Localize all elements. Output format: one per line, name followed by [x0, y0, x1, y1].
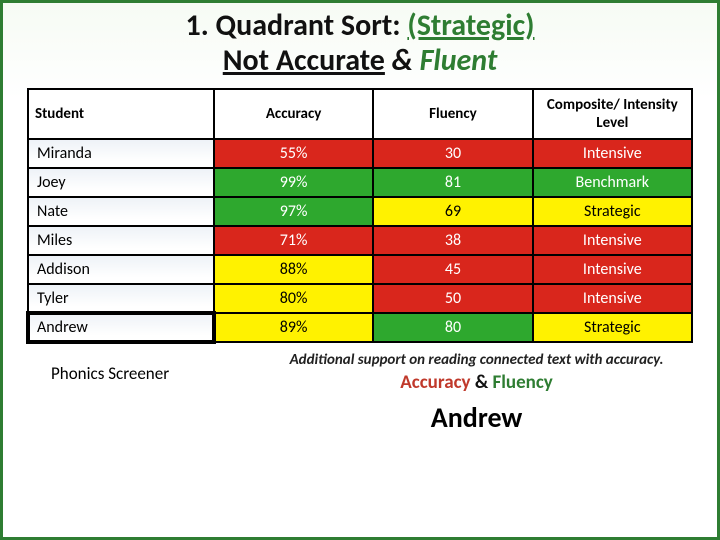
table-row: Nate97%69Strategic — [28, 197, 692, 226]
table-row: Miranda55%30Intensive — [28, 139, 692, 168]
andrew-label: Andrew — [260, 400, 693, 435]
accuracy-cell: 88% — [214, 255, 373, 284]
title-fluent: Fluent — [420, 42, 498, 79]
fluency-cell: 45 — [373, 255, 532, 284]
table-row: Joey99%81Benchmark — [28, 168, 692, 197]
student-name-cell: Miranda — [28, 139, 214, 168]
title-amp: & — [385, 42, 420, 79]
title-strategic: (Strategic) — [407, 7, 534, 44]
data-table-wrap: Student Accuracy Fluency Composite/ Inte… — [27, 88, 693, 343]
level-cell: Intensive — [533, 284, 692, 313]
level-cell: Benchmark — [533, 168, 692, 197]
student-name-cell: Addison — [28, 255, 214, 284]
student-name-cell: Andrew — [28, 313, 214, 342]
footer-right: Additional support on reading connected … — [260, 351, 693, 435]
fluency-cell: 69 — [373, 197, 532, 226]
table-row: Andrew89%80Strategic — [28, 313, 692, 342]
table-row: Tyler80%50Intensive — [28, 284, 692, 313]
col-accuracy: Accuracy — [214, 89, 373, 139]
accuracy-fluency-line: Accuracy & Fluency — [260, 371, 693, 394]
col-composite: Composite/ Intensity Level — [533, 89, 692, 139]
fluency-cell: 50 — [373, 284, 532, 313]
table-header-row: Student Accuracy Fluency Composite/ Inte… — [28, 89, 692, 139]
fluency-word: Fluency — [493, 371, 553, 394]
student-name-cell: Nate — [28, 197, 214, 226]
student-name-cell: Tyler — [28, 284, 214, 313]
col-fluency: Fluency — [373, 89, 532, 139]
accuracy-word: Accuracy — [400, 371, 470, 394]
fluency-cell: 80 — [373, 313, 532, 342]
accuracy-cell: 99% — [214, 168, 373, 197]
student-name-cell: Joey — [28, 168, 214, 197]
phonics-screener-label: Phonics Screener — [27, 351, 260, 384]
col-student: Student — [28, 89, 214, 139]
title-not-accurate: Not Accurate — [223, 42, 385, 79]
additional-support-note: Additional support on reading connected … — [260, 351, 693, 369]
footer: Phonics Screener Additional support on r… — [27, 351, 693, 435]
amp-word: & — [471, 371, 493, 394]
accuracy-cell: 97% — [214, 197, 373, 226]
table-row: Miles71%38Intensive — [28, 226, 692, 255]
fluency-cell: 30 — [373, 139, 532, 168]
table-row: Addison88%45Intensive — [28, 255, 692, 284]
accuracy-cell: 71% — [214, 226, 373, 255]
level-cell: Intensive — [533, 226, 692, 255]
accuracy-cell: 55% — [214, 139, 373, 168]
level-cell: Strategic — [533, 197, 692, 226]
level-cell: Intensive — [533, 255, 692, 284]
student-name-cell: Miles — [28, 226, 214, 255]
level-cell: Strategic — [533, 313, 692, 342]
title-prefix: 1. Quadrant Sort: — [186, 7, 408, 44]
data-table: Student Accuracy Fluency Composite/ Inte… — [27, 88, 693, 343]
fluency-cell: 38 — [373, 226, 532, 255]
slide-title: 1. Quadrant Sort: (Strategic) Not Accura… — [3, 3, 717, 82]
accuracy-cell: 80% — [214, 284, 373, 313]
level-cell: Intensive — [533, 139, 692, 168]
fluency-cell: 81 — [373, 168, 532, 197]
accuracy-cell: 89% — [214, 313, 373, 342]
